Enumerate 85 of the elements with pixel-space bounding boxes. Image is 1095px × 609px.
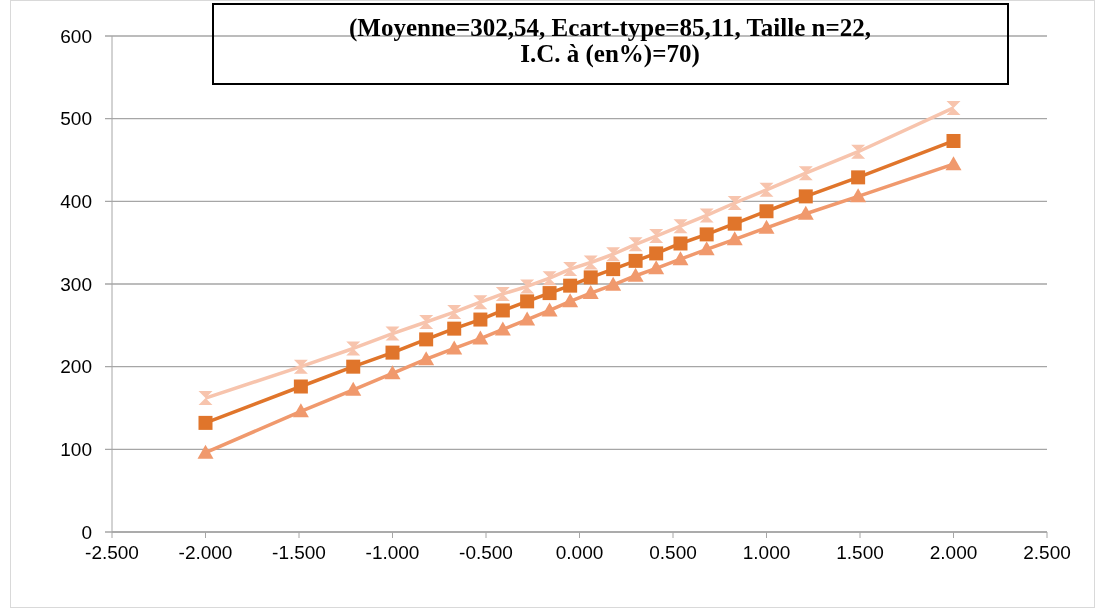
point <box>542 286 557 301</box>
x-tick-label: 1.500 <box>836 542 884 564</box>
y-tick-label: 0 <box>81 521 92 543</box>
point <box>605 276 622 291</box>
point <box>583 270 598 285</box>
point <box>649 246 664 261</box>
point <box>384 365 401 380</box>
point <box>541 302 558 317</box>
point <box>851 170 866 185</box>
point <box>628 237 643 252</box>
y-tick-label: 400 <box>60 190 92 212</box>
point <box>198 415 213 430</box>
point <box>473 295 488 310</box>
x-tick-label: -1.000 <box>365 542 420 564</box>
point <box>418 351 435 366</box>
point <box>473 312 488 327</box>
y-tick-label: 100 <box>60 438 92 460</box>
y-tick-label: 200 <box>60 356 92 378</box>
point <box>946 100 961 115</box>
point <box>198 391 213 406</box>
point <box>945 156 962 171</box>
point <box>495 286 510 301</box>
point <box>495 303 510 318</box>
point <box>346 341 361 356</box>
x-tick-label: -1.500 <box>272 542 326 564</box>
chart-title: (Moyenne=302,54, Ecart-type=85,11, Taille n=22, I.C. à (en%)=70) <box>349 14 871 68</box>
point <box>649 229 664 244</box>
y-tick-label: 500 <box>60 108 92 130</box>
point <box>563 262 578 277</box>
point <box>673 219 688 234</box>
y-tick-label: 300 <box>60 273 92 295</box>
point <box>758 219 775 234</box>
point <box>520 294 535 309</box>
point <box>606 247 621 262</box>
x-tick-label: -2.500 <box>85 542 139 564</box>
point <box>797 205 814 220</box>
point <box>699 227 714 242</box>
x-tick-label: 1.000 <box>742 542 791 564</box>
point <box>798 166 813 181</box>
point <box>346 359 361 374</box>
point <box>519 311 536 326</box>
point <box>447 305 462 320</box>
x-tick-label: -2.000 <box>178 542 233 564</box>
x-tick-label: 0.000 <box>555 542 604 564</box>
point <box>851 144 866 159</box>
point <box>293 379 308 394</box>
point <box>446 340 463 355</box>
point <box>627 267 644 282</box>
point <box>520 279 535 294</box>
point <box>293 359 308 374</box>
point <box>292 403 309 418</box>
x-tick-label: 2.500 <box>1023 542 1071 564</box>
point <box>727 216 742 231</box>
x-tick-label: 0.500 <box>649 542 697 564</box>
point <box>726 231 743 246</box>
point <box>673 236 688 251</box>
point <box>850 188 867 203</box>
x-tick-label: 2.000 <box>929 542 978 564</box>
point <box>197 444 214 459</box>
point <box>606 262 621 277</box>
point <box>494 321 511 336</box>
point <box>648 260 665 275</box>
point <box>699 208 714 223</box>
point <box>698 241 715 256</box>
point <box>447 321 462 336</box>
point <box>542 271 557 286</box>
y-tick-label: 600 <box>60 25 92 47</box>
point <box>345 381 362 396</box>
x-tick-label: -0.500 <box>459 542 513 564</box>
point <box>582 285 599 300</box>
point <box>798 189 813 204</box>
point <box>419 315 434 330</box>
point <box>946 133 961 148</box>
point <box>759 182 774 197</box>
point <box>385 326 400 341</box>
point <box>562 293 579 308</box>
point <box>759 204 774 219</box>
point <box>385 345 400 360</box>
point <box>628 253 643 268</box>
point <box>419 332 434 347</box>
point <box>727 195 742 210</box>
point <box>472 330 489 345</box>
point <box>583 255 598 270</box>
point <box>563 278 578 293</box>
point <box>672 251 689 266</box>
